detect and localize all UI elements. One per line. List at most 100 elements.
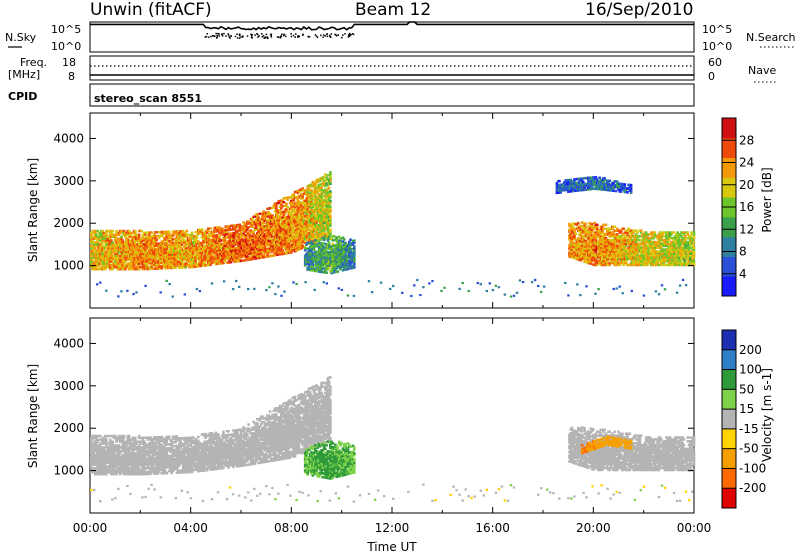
power-cell — [353, 264, 356, 267]
power-cell — [263, 213, 267, 217]
power-cell — [288, 232, 292, 235]
power-cell — [117, 233, 121, 237]
power-cell — [329, 207, 332, 210]
power-cell — [137, 235, 141, 238]
power-cell — [105, 245, 108, 248]
power-cell — [585, 245, 589, 249]
power-cell — [101, 239, 104, 242]
power-cell — [275, 223, 278, 226]
power-cell — [96, 248, 99, 252]
power-cell — [252, 248, 255, 251]
power-cell — [609, 259, 613, 263]
power-cell — [120, 235, 123, 238]
power-cell — [291, 201, 294, 204]
power-cell — [320, 253, 323, 256]
power-cell — [307, 188, 311, 191]
power-cell — [110, 256, 113, 259]
noise-search-dot — [225, 35, 227, 37]
power-cell — [602, 235, 605, 238]
power-cell — [98, 266, 102, 269]
noise-search-dot — [283, 33, 286, 36]
power-cell — [321, 244, 325, 247]
power-cell — [332, 271, 336, 274]
power-cell — [317, 193, 321, 196]
power-cell — [105, 266, 108, 269]
power-cell — [190, 233, 194, 236]
power-cell — [107, 247, 111, 250]
power-cell — [180, 241, 184, 244]
power-cell — [185, 262, 189, 265]
power-cell — [636, 242, 639, 246]
power-cell — [327, 190, 331, 194]
power-cell — [184, 245, 187, 248]
power-cell — [149, 258, 152, 261]
power-cell — [603, 235, 606, 238]
power-cell — [152, 250, 156, 253]
power-cell — [239, 259, 243, 263]
power-cell — [239, 225, 243, 228]
power-cell — [178, 239, 181, 243]
power-cell — [222, 261, 225, 265]
power-cell — [325, 201, 328, 204]
power-cell — [604, 223, 608, 227]
power-cell — [582, 237, 585, 240]
noise-search-dot — [262, 34, 265, 37]
power-cell — [329, 182, 332, 185]
power-cell — [144, 248, 147, 252]
power-cell — [111, 267, 114, 271]
power-cell — [247, 226, 250, 229]
power-cell — [262, 210, 265, 213]
power-cell — [283, 229, 287, 232]
power-cell — [91, 229, 94, 233]
power-cell — [634, 240, 638, 244]
freq-right-tick-low: 0 — [708, 70, 715, 83]
power-cell — [588, 258, 591, 261]
power-cell — [259, 227, 263, 231]
power-cell — [224, 246, 228, 249]
power-cell — [229, 257, 233, 260]
power-cell — [621, 246, 624, 249]
power-cell — [590, 222, 594, 226]
power-cell — [129, 233, 132, 237]
power-cell — [280, 207, 283, 210]
power-cell — [137, 264, 141, 267]
power-cell — [170, 251, 174, 254]
power-cell — [593, 244, 596, 248]
power-cell — [293, 206, 297, 209]
power-cell — [297, 215, 301, 219]
power-cell — [278, 205, 282, 208]
power-cell — [322, 255, 326, 259]
power-cell — [573, 235, 576, 239]
power-cell — [157, 242, 161, 245]
power-cell — [341, 244, 345, 247]
power-cell — [570, 256, 574, 259]
power-cell — [282, 250, 286, 254]
power-cell — [324, 215, 327, 218]
power-cell — [317, 185, 321, 189]
power-cell — [626, 233, 629, 236]
power-cell — [314, 214, 317, 217]
power-cell — [180, 266, 184, 269]
power-cell — [271, 214, 274, 217]
power-cell — [111, 243, 114, 246]
power-cell — [301, 195, 304, 198]
power-cell — [306, 215, 309, 219]
power-cell — [291, 230, 294, 233]
power-cell — [142, 231, 146, 235]
power-cell — [330, 260, 333, 263]
power-cell — [204, 229, 208, 233]
power-cell — [629, 258, 633, 261]
power-cell — [570, 238, 574, 242]
power-cell — [166, 234, 170, 237]
power-cell — [624, 237, 628, 240]
power-cell — [249, 229, 253, 232]
power-cell — [605, 229, 609, 232]
power-cell — [130, 231, 133, 235]
power-cell — [286, 228, 289, 232]
power-cell — [105, 260, 108, 263]
power-cell — [616, 227, 619, 230]
power-cell — [107, 264, 111, 267]
freq-left-tick-low: 8 — [68, 70, 75, 83]
power-cell — [141, 233, 145, 237]
power-cell — [105, 264, 108, 267]
